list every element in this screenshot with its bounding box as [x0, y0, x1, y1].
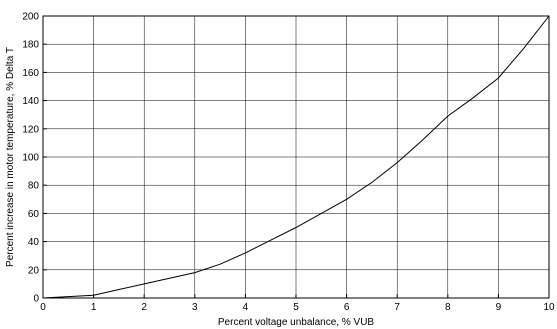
x-tick-label: 6 — [344, 302, 350, 313]
x-tick-label: 10 — [543, 302, 555, 313]
x-tick-label: 2 — [141, 302, 147, 313]
series-line — [42, 15, 550, 299]
y-tick-label: 40 — [28, 237, 40, 248]
x-tick-label: 1 — [91, 302, 97, 313]
y-tick-label: 160 — [22, 68, 39, 79]
y-tick-label: 120 — [22, 124, 39, 135]
x-axis-label: Percent voltage unbalance, % VUB — [218, 317, 375, 328]
x-tick-label: 9 — [496, 302, 502, 313]
x-tick-labels: 0 1 2 3 4 5 6 7 8 9 10 — [40, 302, 555, 313]
y-tick-label: 200 — [22, 12, 39, 23]
plot-frame — [42, 15, 550, 299]
grid — [42, 15, 550, 299]
y-tick-label: 60 — [28, 209, 40, 220]
y-tick-label: 140 — [22, 96, 39, 107]
y-tick-label: 100 — [22, 153, 39, 164]
y-tick-label: 20 — [28, 265, 40, 276]
y-tick-labels: 0 20 40 60 80 100 120 140 160 180 200 — [22, 12, 39, 305]
y-axis-label: Percent increase in motor temperature, %… — [5, 47, 16, 267]
x-tick-label: 3 — [192, 302, 198, 313]
x-tick-label: 8 — [445, 302, 451, 313]
y-tick-label: 180 — [22, 40, 39, 51]
x-tick-label: 4 — [243, 302, 249, 313]
y-tick-label: 0 — [33, 294, 39, 305]
x-tick-label: 5 — [293, 302, 299, 313]
x-tick-label: 0 — [40, 302, 46, 313]
x-tick-label: 7 — [394, 302, 400, 313]
y-tick-label: 80 — [28, 181, 40, 192]
